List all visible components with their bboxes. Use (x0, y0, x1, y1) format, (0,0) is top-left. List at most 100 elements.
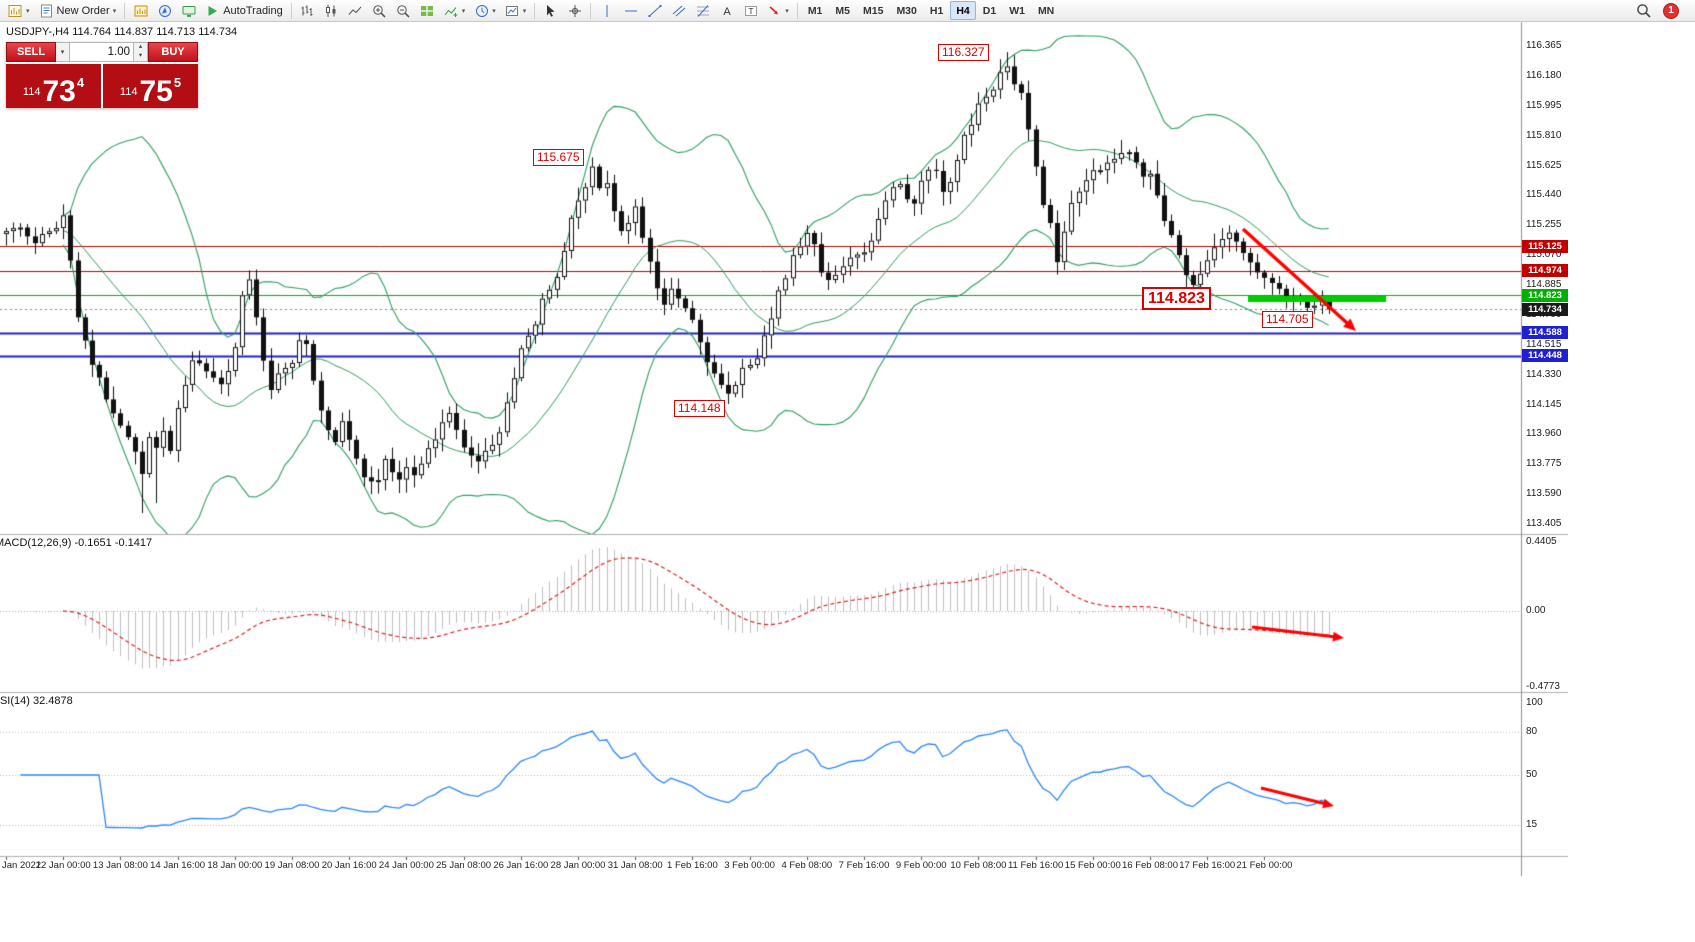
vertical-line-button[interactable] (595, 1, 618, 20)
time-label: 19 Jan 08:00 (264, 860, 320, 871)
arrows-button[interactable]: ▾ (763, 1, 793, 20)
price-annotation[interactable]: 115.675 (533, 149, 584, 166)
terminal-button[interactable] (177, 1, 200, 20)
sell-button[interactable]: SELL (6, 42, 56, 62)
new-order-button[interactable]: New Order ▾ (35, 1, 121, 20)
time-label: 9 Feb 00:00 (895, 860, 947, 871)
vertical-line-icon (599, 3, 614, 18)
macd-label: MACD(12,26,9) -0.1651 -0.1417 (0, 537, 153, 549)
time-label: 14 Jan 16:00 (150, 860, 206, 871)
tile-windows-button[interactable] (416, 1, 439, 20)
volume-down-icon[interactable]: ▾ (138, 52, 143, 59)
notification-badge[interactable]: 1 (1663, 2, 1679, 19)
toolbar-right-group: 1 (1632, 1, 1691, 20)
volume-up-icon[interactable]: ▴ (138, 43, 143, 50)
crosshair-button[interactable] (563, 1, 586, 20)
price-annotation[interactable]: 114.823 (1142, 287, 1211, 310)
market-watch-icon (133, 3, 148, 18)
price-line-label[interactable]: 115.125 (1522, 239, 1568, 253)
terminal-icon (181, 3, 196, 18)
market-watch-button[interactable] (129, 1, 152, 20)
timeframe-button-m1[interactable]: M1 (807, 4, 823, 17)
time-label: 11 Feb 16:00 (1007, 860, 1064, 871)
price-line-label[interactable]: 114.734 (1522, 302, 1568, 316)
buy-button[interactable]: BUY (148, 42, 198, 62)
trendline-button[interactable] (643, 1, 666, 20)
templates-icon (505, 3, 520, 18)
line-mode-button[interactable] (344, 1, 367, 20)
chevron-down-icon: ▾ (785, 7, 789, 15)
time-label: 20 Jan 16:00 (321, 860, 377, 871)
arrows-icon (767, 3, 782, 18)
text-button[interactable]: A (715, 1, 738, 20)
timeframe-button-m30[interactable]: M30 (896, 4, 917, 17)
new-order-label: New Order (56, 4, 110, 17)
time-label: 12 Jan 00:00 (35, 860, 91, 871)
timeframe-button-w1[interactable]: W1 (1009, 4, 1025, 17)
new-chart-icon (8, 3, 23, 18)
timeframe-button-m5[interactable]: M5 (835, 4, 850, 17)
search-button[interactable] (1632, 1, 1655, 20)
equidistant-channel-button[interactable] (667, 1, 690, 20)
autotrading-button[interactable]: AutoTrading (201, 1, 287, 20)
buy-price[interactable]: 114 75 5 (103, 64, 198, 108)
fibonacci-button[interactable] (691, 1, 714, 20)
autotrading-label: AutoTrading (223, 4, 283, 17)
price-tick: 115.255 (1526, 219, 1562, 231)
horizontal-line-icon (623, 3, 638, 18)
time-label: 17 Feb 16:00 (1179, 860, 1236, 871)
new-order-icon (39, 3, 54, 18)
one-click-prices: 114 73 4 114 75 5 (6, 64, 198, 108)
chevron-down-icon: ▾ (112, 7, 117, 15)
fibonacci-icon (695, 3, 710, 18)
price-annotation[interactable]: 114.148 (674, 400, 725, 417)
price-line-label[interactable]: 114.588 (1522, 326, 1568, 340)
bar-chart-mode-button[interactable] (296, 1, 319, 20)
zoom-out-button[interactable] (392, 1, 415, 20)
chevron-down-icon: ▾ (26, 7, 30, 15)
periods-button[interactable]: ▾ (470, 1, 500, 20)
price-line-label[interactable]: 114.823 (1522, 288, 1568, 302)
timeframe-button-h4[interactable]: H4 (950, 1, 976, 20)
line-mode-icon (348, 3, 363, 18)
cursor-button[interactable] (539, 1, 562, 20)
templates-button[interactable]: ▾ (501, 1, 531, 20)
sell-price-head: 114 (22, 86, 41, 98)
candle-mode-icon (324, 3, 339, 18)
horizontal-line-button[interactable] (619, 1, 642, 20)
toolbar-separator (124, 2, 126, 19)
price-tick: 115.810 (1526, 129, 1562, 141)
time-label: 15 Feb 00:00 (1064, 860, 1121, 871)
price-annotation[interactable]: 116.327 (938, 44, 989, 61)
timeframe-button-h1[interactable]: H1 (929, 4, 944, 17)
zoom-in-icon (372, 3, 387, 18)
price-tick: 114.145 (1526, 398, 1562, 410)
zoom-in-button[interactable] (368, 1, 391, 20)
navigator-button[interactable] (153, 1, 176, 20)
timeframe-button-d1[interactable]: D1 (982, 4, 997, 17)
candle-mode-button[interactable] (320, 1, 343, 20)
sell-price[interactable]: 114 73 4 (6, 64, 101, 108)
new-chart-button[interactable]: ▾ (4, 1, 34, 20)
price-line-label[interactable]: 114.448 (1522, 349, 1568, 363)
price-annotation[interactable]: 114.705 (1262, 311, 1313, 328)
time-label: 25 Jan 08:00 (436, 860, 492, 871)
price-line-label[interactable]: 114.974 (1522, 264, 1568, 278)
volume-input[interactable] (70, 42, 134, 62)
toolbar-separator (290, 2, 292, 19)
timeframe-button-m15[interactable]: M15 (863, 4, 884, 17)
chevron-down-icon: ▾ (60, 49, 65, 56)
time-label: 21 Feb 00:00 (1236, 860, 1293, 871)
svg-text:A: A (723, 6, 731, 18)
price-tick: 114.515 (1526, 338, 1562, 350)
timeframe-button-mn[interactable]: MN (1037, 4, 1055, 17)
volume-dropdown[interactable]: ▾ (56, 42, 70, 62)
toolbar-left-group: ▾ New Order ▾ AutoTrading ▾ ▾ ▾ A T ▾ M1 M5 M15 M30 H1… (4, 1, 1060, 20)
text-label-button[interactable]: T (739, 1, 762, 20)
price-tick: 114.885 (1526, 279, 1562, 290)
indicators-button[interactable]: ▾ (440, 1, 470, 20)
volume-stepper[interactable]: ▴ ▾ (134, 42, 148, 62)
